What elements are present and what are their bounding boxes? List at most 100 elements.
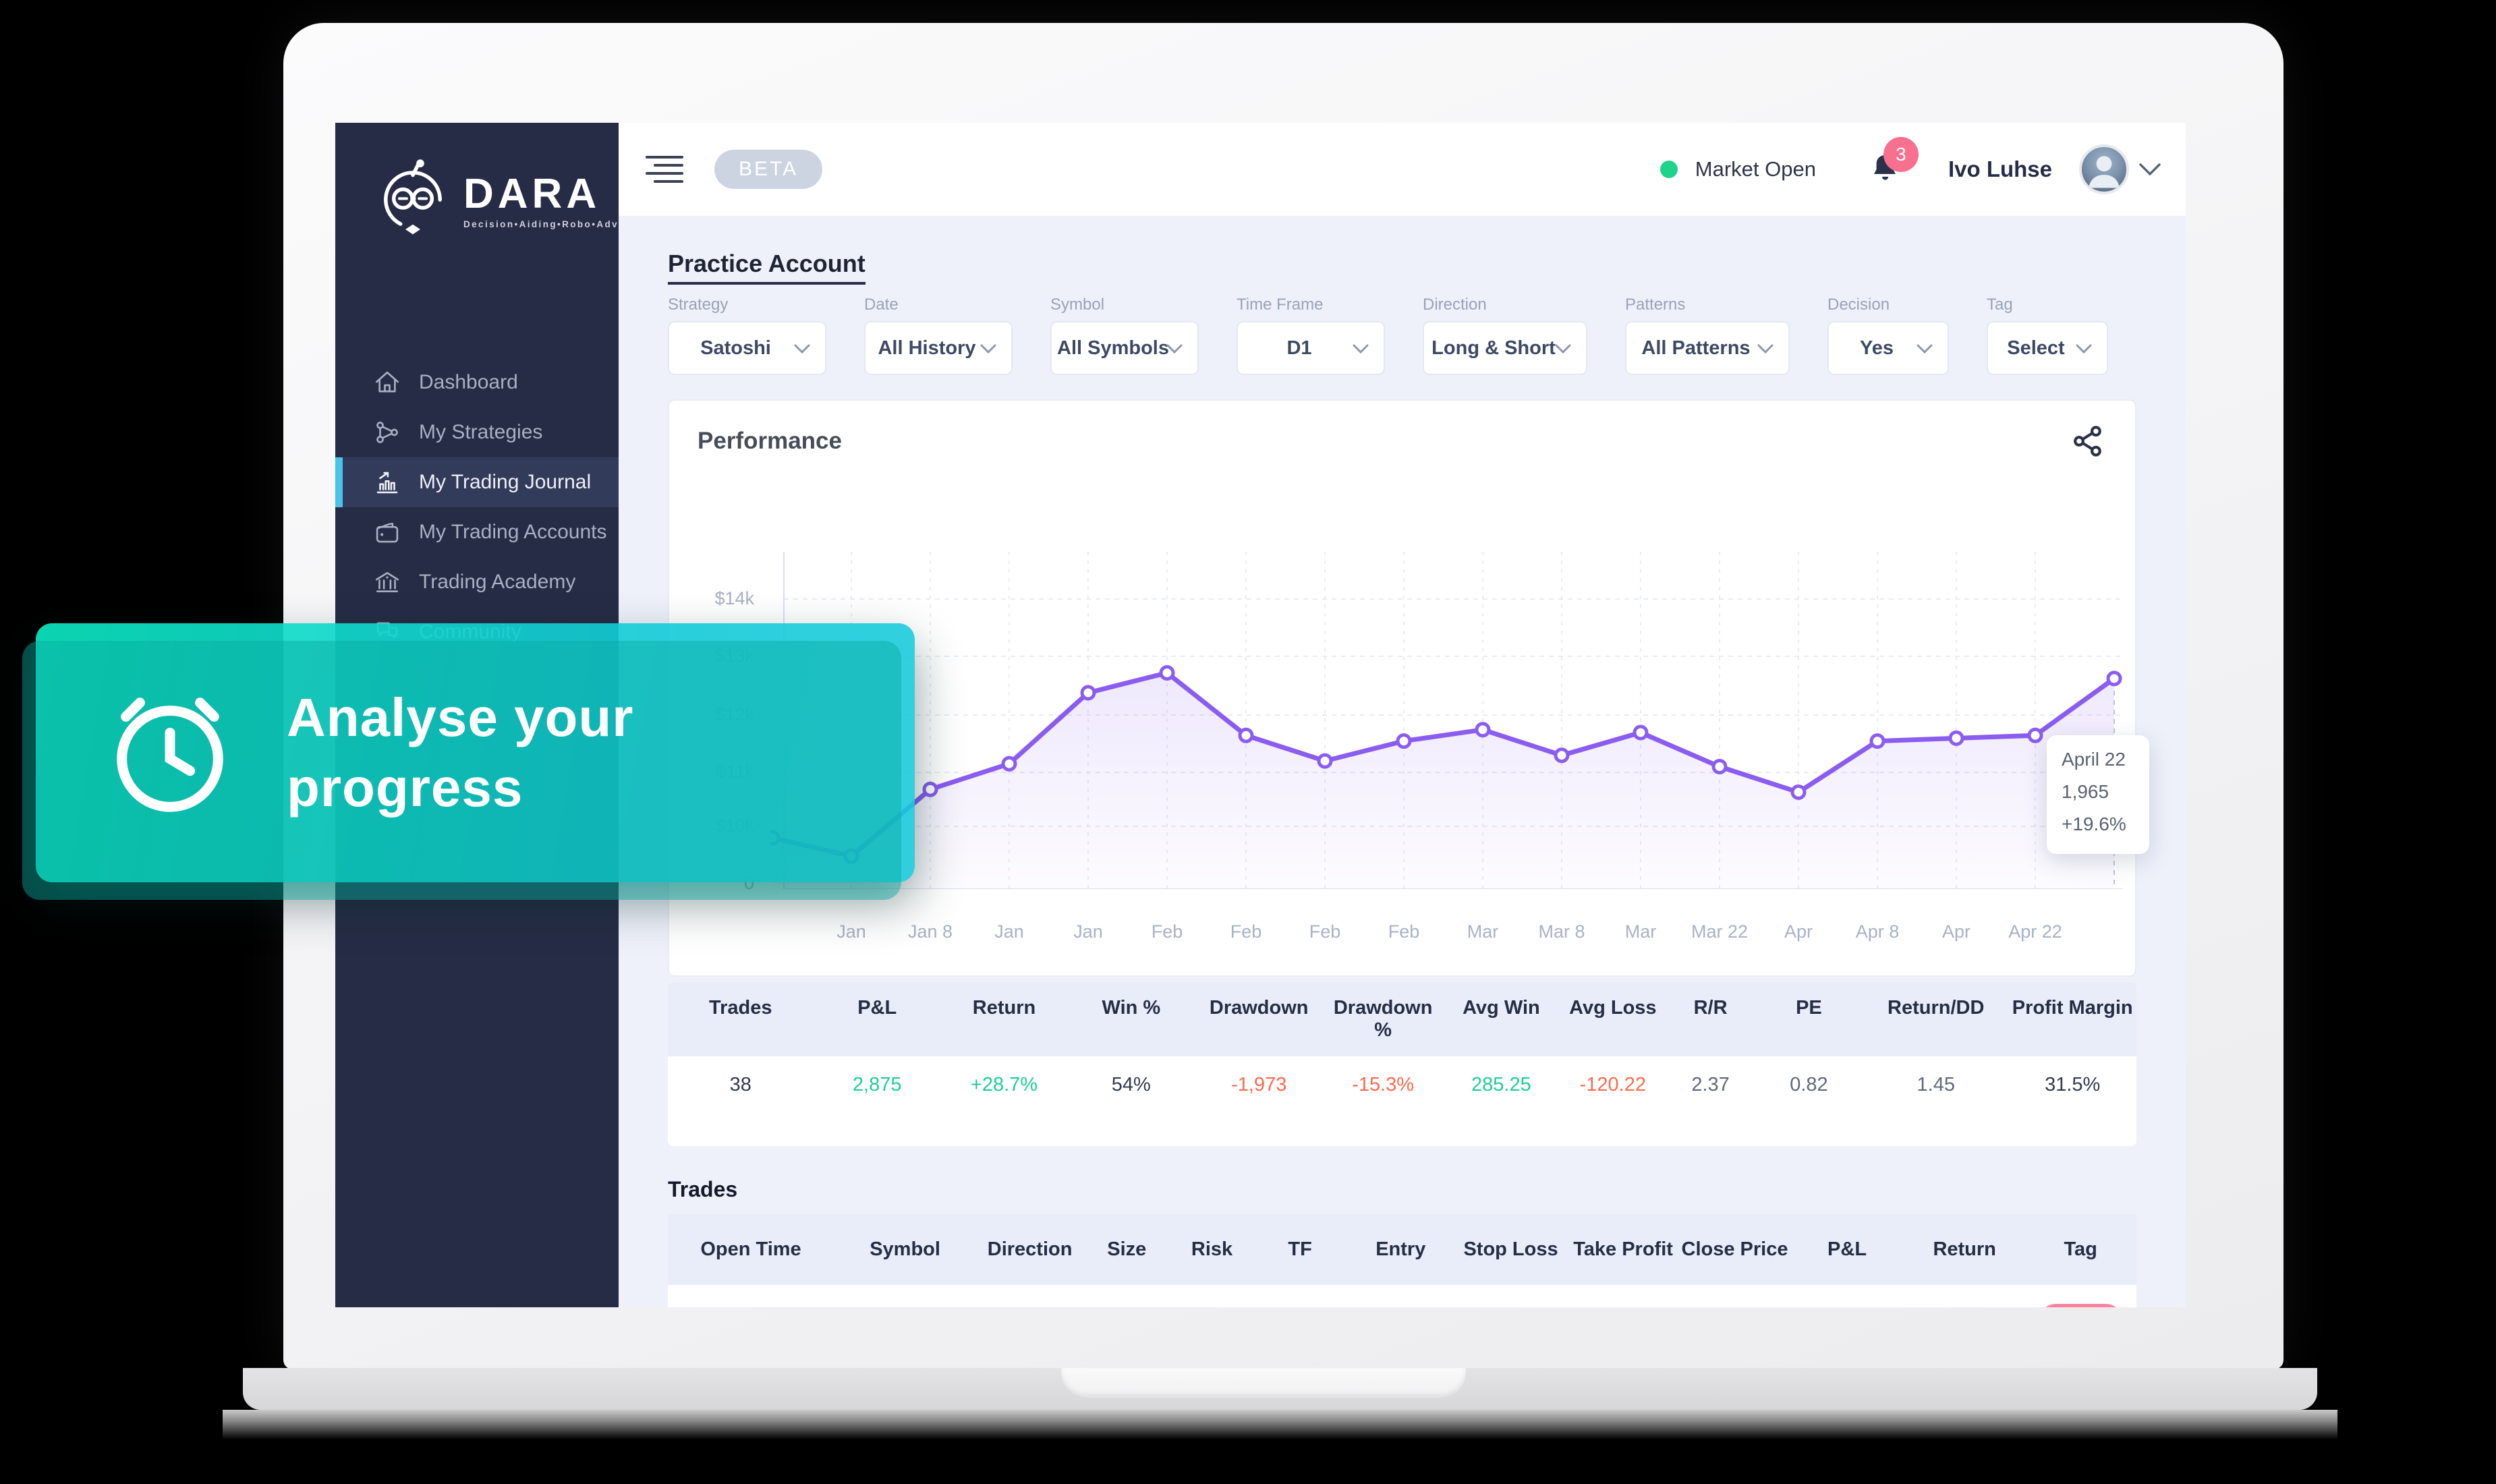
sidebar-item-label: My Trading Accounts <box>419 521 607 543</box>
filter-decision-value: Yes <box>1860 337 1894 359</box>
strategy-icon <box>376 422 398 443</box>
trade-symbol-link[interactable]: GBPUSD <box>834 1291 976 1307</box>
trade-cell: 508.75 <box>1790 1291 1904 1307</box>
share-icon[interactable] <box>2070 424 2105 459</box>
sidebar-item-dashboard[interactable]: Dashboard <box>335 358 619 407</box>
trade-cell: 1.30050 <box>1680 1291 1790 1307</box>
trades-column-header: Stop Loss <box>1463 1238 1558 1260</box>
filter-patterns-label: Patterns <box>1625 295 1686 314</box>
sidebar-item-my-strategies[interactable]: My Strategies <box>335 407 619 457</box>
laptop-screen-bezel: DARA Decision•Aiding•Robo•Advisor Dashbo… <box>283 23 2284 1369</box>
filter-date: Date All History <box>864 295 1013 375</box>
tooltip-percent: +19.6% <box>2062 814 2126 834</box>
notification-count-badge: 3 <box>1883 137 1919 172</box>
x-axis-tick-label: Mar 8 <box>1538 921 1585 942</box>
equity-line-chart[interactable] <box>770 552 2126 889</box>
filter-decision: Decision Yes <box>1827 295 1949 375</box>
stats-column-header: Return <box>972 997 1036 1019</box>
filter-strategy-value: Satoshi <box>700 337 771 359</box>
trades-column-header: Risk <box>1191 1238 1233 1260</box>
top-bar: BETA Market Open 3 Ivo Luhse <box>619 123 2186 216</box>
x-axis-tick-label: Jan <box>994 921 1024 942</box>
trade-cell: 1.0% <box>1170 1291 1254 1307</box>
trades-column-header: TF <box>1288 1238 1312 1260</box>
x-axis-tick-label: Apr 22 <box>2008 921 2062 942</box>
tooltip-date: April 22 <box>2062 749 2126 770</box>
trades-column-header: Take Profit <box>1573 1238 1673 1260</box>
stats-value: -1,973 <box>1231 1074 1287 1095</box>
filter-date-label: Date <box>864 295 899 314</box>
filter-time-frame-dropdown[interactable]: D1 <box>1237 321 1385 375</box>
trade-row[interactable]: 2019/03/21 08:02GBPUSDSHORT0.271.0%D11.3… <box>668 1285 2136 1307</box>
tooltip-value: 1,965 <box>2062 781 2109 802</box>
stats-column-header: Return/DD <box>1888 997 1985 1019</box>
trades-column-header: Open Time <box>700 1238 801 1260</box>
filters-row: Strategy Satoshi Date All History Symbol All … <box>668 295 2136 375</box>
filter-direction: Direction Long & Short <box>1423 295 1587 375</box>
tag-pill[interactable]: Gym <box>2038 1304 2123 1307</box>
chevron-down-icon <box>980 344 996 353</box>
filter-strategy: Strategy Satoshi <box>668 295 826 375</box>
trade-cell: 2019/03/21 08:02 <box>668 1291 834 1307</box>
x-axis-tick-label: Jan 8 <box>907 921 953 942</box>
notifications-button[interactable]: 3 <box>1869 137 1919 188</box>
x-axis-tick-label: Feb <box>1388 921 1420 942</box>
stats-value: 285.25 <box>1471 1074 1531 1095</box>
filter-patterns-dropdown[interactable]: All Patterns <box>1625 321 1790 375</box>
sidebar-item-label: My Trading Journal <box>419 471 592 493</box>
laptop-base-notch <box>1061 1368 1466 1398</box>
filter-date-dropdown[interactable]: All History <box>864 321 1013 375</box>
filter-tag-dropdown[interactable]: Select <box>1987 321 2108 375</box>
filter-decision-dropdown[interactable]: Yes <box>1827 321 1949 375</box>
logo-text: DARA Decision•Aiding•Robo•Advisor <box>463 173 642 229</box>
x-axis-tick-label: Feb <box>1151 921 1183 942</box>
trade-cell: 1.31900 <box>1346 1291 1455 1307</box>
filter-tag-value: Select <box>2007 337 2065 359</box>
x-axis-tick-label: Apr <box>1784 921 1813 942</box>
filter-time-frame: Time Frame D1 <box>1237 295 1385 375</box>
avatar-silhouette <box>2089 156 2120 188</box>
chart-tooltip: April 22 1,965 +19.6% <box>2047 735 2149 854</box>
chevron-down-icon <box>1917 344 1933 353</box>
market-status-label: Market Open <box>1695 157 1816 181</box>
trade-cell: D1 <box>1254 1291 1346 1307</box>
filter-strategy-dropdown[interactable]: Satoshi <box>668 321 826 375</box>
stats-column-header: P&L <box>857 997 897 1019</box>
sidebar-item-my-trading-accounts[interactable]: My Trading Accounts <box>335 507 619 557</box>
journal-icon <box>376 472 398 494</box>
stats-column-header: Win % <box>1102 997 1161 1019</box>
trade-cell: SHORT <box>976 1291 1083 1307</box>
menu-hamburger-icon[interactable] <box>644 154 685 184</box>
stats-value: 0.82 <box>1790 1074 1828 1095</box>
sidebar-item-trading-academy[interactable]: Trading Academy <box>335 557 619 607</box>
trades-section-title: Trades <box>668 1177 738 1201</box>
chevron-down-icon <box>1757 344 1774 353</box>
filter-patterns: Patterns All Patterns <box>1625 295 1790 375</box>
filter-symbol-value: All Symbols <box>1057 337 1169 359</box>
trades-column-header: Size <box>1107 1238 1147 1260</box>
market-status: Market Open <box>1660 157 1816 181</box>
stats-column-header: Avg Loss <box>1569 997 1657 1019</box>
filter-time-frame-label: Time Frame <box>1237 295 1324 314</box>
trades-header-row: Open Time Symbol Direction Size Risk TF Entry S… <box>668 1214 2136 1285</box>
trades-column-header: Entry <box>1375 1238 1426 1260</box>
beta-badge: BETA <box>714 150 823 189</box>
trades-column-header: P&L <box>1827 1238 1867 1260</box>
chevron-down-icon <box>794 344 810 353</box>
laptop-base-reflection <box>223 1410 2337 1439</box>
trades-body: 2019/03/21 08:02GBPUSDSHORT0.271.0%D11.3… <box>668 1285 2136 1307</box>
filter-time-frame-value: D1 <box>1286 337 1312 359</box>
filter-direction-dropdown[interactable]: Long & Short <box>1423 321 1587 375</box>
user-avatar[interactable] <box>2079 144 2129 194</box>
filter-symbol-dropdown[interactable]: All Symbols <box>1050 321 1199 375</box>
trades-column-header: Symbol <box>870 1238 940 1260</box>
filter-strategy-label: Strategy <box>668 295 729 314</box>
stats-value: 1.45 <box>1917 1074 1955 1095</box>
user-name: Ivo Luhse <box>1948 156 2052 181</box>
promo-banner: Analyse your progress <box>22 623 915 900</box>
user-menu-chevron-down-icon[interactable] <box>2138 163 2161 176</box>
sidebar-item-my-trading-journal[interactable]: My Trading Journal <box>335 457 619 507</box>
stats-value-row: 38 2,875 +28.7% 54% -1,973 -15.3% 285.25 -120.2… <box>668 1056 2136 1103</box>
page-title: Practice Account <box>668 250 866 285</box>
x-axis-tick-label: Jan <box>836 921 866 942</box>
